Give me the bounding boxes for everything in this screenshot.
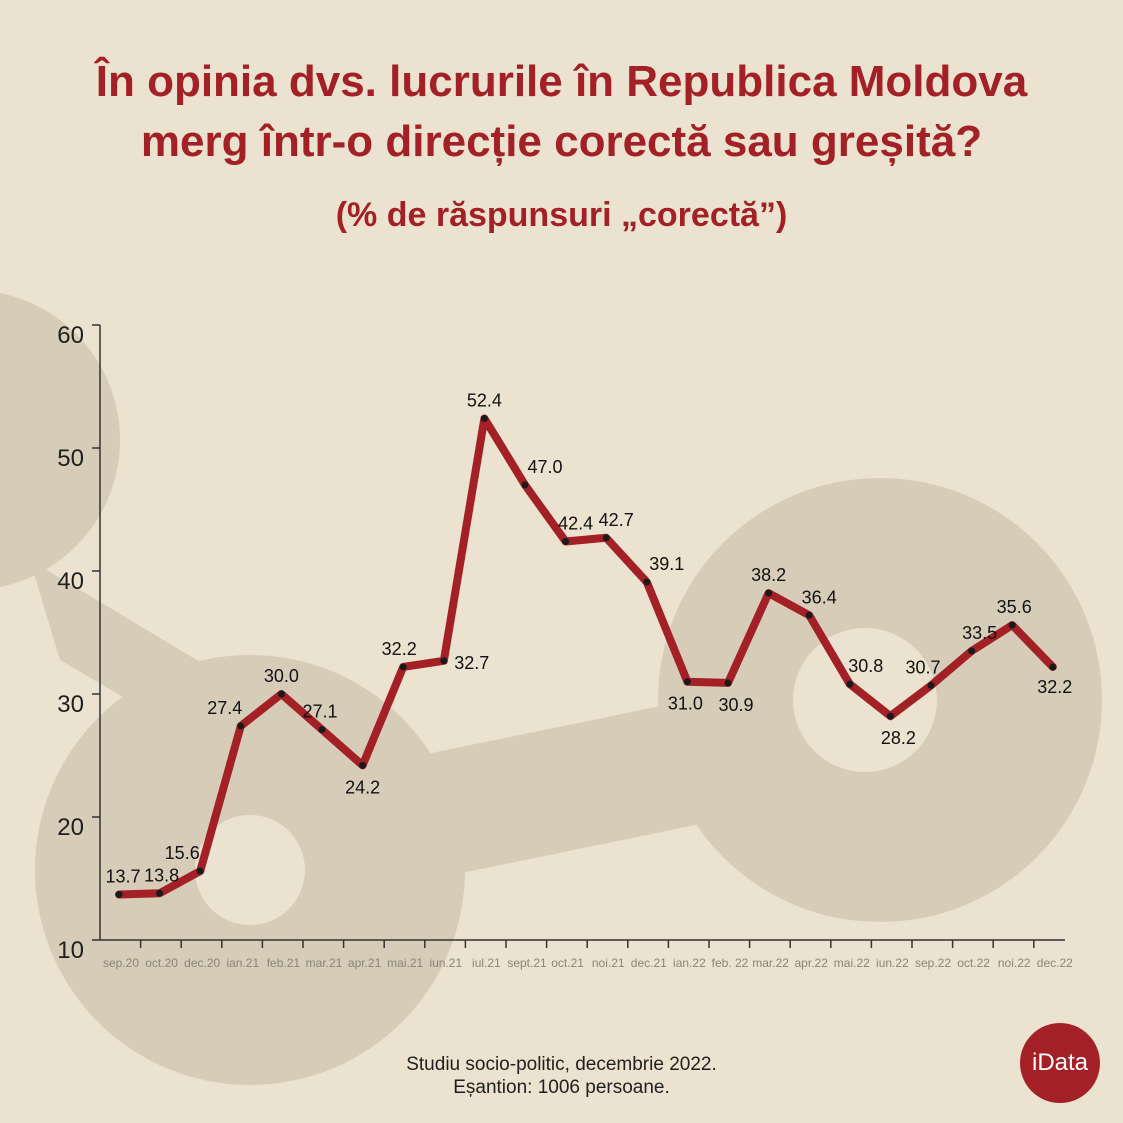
data-point — [115, 890, 123, 898]
y-tick-label: 20 — [57, 814, 84, 841]
data-label: 52.4 — [467, 390, 502, 410]
series-line — [115, 414, 1057, 899]
x-tick-label: apr.21 — [348, 956, 382, 970]
data-point — [359, 761, 367, 769]
data-point — [277, 690, 285, 698]
data-point — [683, 678, 691, 686]
data-label: 42.7 — [599, 510, 634, 530]
chart-axes — [99, 325, 1065, 941]
y-tick-label: 10 — [57, 937, 84, 964]
data-label: 38.2 — [751, 565, 786, 585]
data-point — [1008, 621, 1016, 629]
x-tick-label: sep.22 — [915, 956, 951, 970]
data-point — [602, 534, 610, 542]
x-tick-label: apr.22 — [795, 956, 829, 970]
data-point — [643, 578, 651, 586]
data-point — [1049, 663, 1057, 671]
y-tick-label: 30 — [57, 691, 84, 718]
x-tick-label: sept.21 — [507, 956, 547, 970]
x-tick-label: iul.21 — [472, 956, 501, 970]
data-point — [724, 679, 732, 687]
data-point — [237, 722, 245, 730]
data-label: 33.5 — [962, 623, 997, 643]
idata-logo: iData — [1020, 1023, 1100, 1103]
data-label: 32.7 — [454, 653, 489, 673]
x-tick-label: iun.21 — [429, 956, 462, 970]
x-tick-label: dec.20 — [184, 956, 220, 970]
footer-sample-note: Eșantion: 1006 persoane. — [453, 1077, 670, 1098]
data-point — [562, 537, 570, 545]
data-point — [846, 680, 854, 688]
data-label: 28.2 — [881, 728, 916, 748]
data-label: 47.0 — [527, 457, 562, 477]
series-line-path — [115, 414, 1057, 899]
x-tick-label: sep.20 — [103, 956, 139, 970]
x-tick-label: ian.22 — [673, 956, 706, 970]
data-point — [156, 889, 164, 897]
data-point — [440, 657, 448, 665]
data-label: 30.9 — [718, 695, 753, 715]
data-points — [115, 414, 1057, 898]
data-label: 30.0 — [264, 666, 299, 686]
data-point — [886, 712, 894, 720]
data-labels: 13.7 13.815.6 27.4 30.027.1 24.2 32.2 32.7 52.4… — [105, 390, 1072, 886]
y-tick-label: 60 — [57, 322, 84, 349]
data-label: 13.8 — [144, 865, 179, 885]
x-tick-label: ian.21 — [226, 956, 259, 970]
data-label: 35.6 — [997, 597, 1032, 617]
x-tick-label: dec.21 — [631, 956, 667, 970]
data-point — [399, 663, 407, 671]
data-label: 15.6 — [165, 843, 200, 863]
x-tick-label: feb. 22 — [712, 956, 749, 970]
y-tick-label: 50 — [57, 445, 84, 472]
data-label: 31.0 — [668, 694, 703, 714]
data-label: 30.7 — [905, 657, 940, 677]
data-point — [521, 481, 529, 489]
chart-title-line1: În opinia dvs. lucrurile în Republica Mo… — [95, 57, 1028, 106]
data-point — [196, 867, 204, 875]
footer-study-note: Studiu socio-politic, decembrie 2022. — [406, 1054, 717, 1075]
data-label: 30.8 — [848, 656, 883, 676]
x-tick-label: noi.21 — [592, 956, 625, 970]
x-tick-label: mar.22 — [752, 956, 789, 970]
x-axis-ticks: sep.20 oct.20 dec.20 ian.21 feb.21 mar.21 apr.… — [103, 940, 1073, 970]
x-tick-label: oct.22 — [957, 956, 990, 970]
x-tick-label: oct.20 — [145, 956, 178, 970]
data-point — [480, 414, 488, 422]
data-label: 24.2 — [345, 777, 380, 797]
data-label: 32.2 — [382, 639, 417, 659]
data-label: 42.4 — [558, 513, 593, 533]
data-label: 27.1 — [302, 702, 337, 722]
x-tick-label: iun.22 — [876, 956, 909, 970]
data-label: 13.7 — [105, 866, 140, 886]
data-label: 32.2 — [1037, 677, 1072, 697]
data-label: 36.4 — [802, 587, 837, 607]
chart-title-line2: merg într-o direcție corectă sau greșită… — [140, 117, 983, 166]
data-point — [805, 611, 813, 619]
data-label: 39.1 — [649, 554, 684, 574]
y-axis-ticks: 10 20 30 40 50 60 — [57, 322, 100, 964]
data-point — [318, 726, 326, 734]
x-tick-label: dec.22 — [1037, 956, 1073, 970]
x-tick-label: noi.22 — [998, 956, 1031, 970]
data-point — [968, 647, 976, 655]
x-tick-label: feb.21 — [267, 956, 301, 970]
data-label: 27.4 — [207, 698, 242, 718]
x-tick-label: mai.21 — [387, 956, 423, 970]
chart-subtitle: (% de răspunsuri „corectă”) — [335, 196, 788, 234]
data-point — [927, 681, 935, 689]
data-point — [765, 589, 773, 597]
x-tick-label: oct.21 — [551, 956, 584, 970]
y-tick-label: 40 — [57, 568, 84, 595]
x-tick-label: mai.22 — [834, 956, 870, 970]
x-tick-label: mar.21 — [306, 956, 343, 970]
